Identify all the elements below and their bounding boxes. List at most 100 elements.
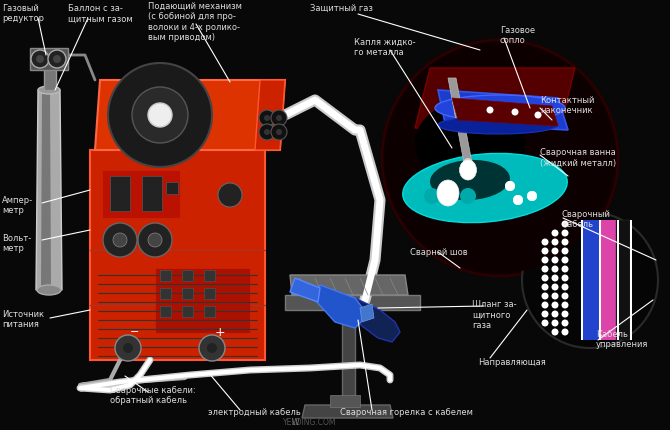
Circle shape bbox=[53, 55, 61, 63]
Circle shape bbox=[551, 292, 559, 300]
Polygon shape bbox=[315, 285, 368, 328]
FancyBboxPatch shape bbox=[160, 288, 171, 299]
Text: Сварочная горелка с кабелем: Сварочная горелка с кабелем bbox=[340, 408, 473, 417]
Circle shape bbox=[513, 195, 523, 205]
Circle shape bbox=[424, 188, 440, 204]
FancyBboxPatch shape bbox=[599, 220, 601, 340]
Circle shape bbox=[541, 239, 549, 246]
Text: Шланг за-
щитного
газа: Шланг за- щитного газа bbox=[472, 300, 517, 330]
Circle shape bbox=[551, 248, 559, 255]
Polygon shape bbox=[255, 80, 285, 150]
Polygon shape bbox=[452, 98, 558, 126]
Circle shape bbox=[535, 111, 541, 119]
Circle shape bbox=[385, 43, 615, 273]
Circle shape bbox=[103, 223, 137, 257]
Circle shape bbox=[382, 40, 618, 276]
Text: YELDING.COM: YELDING.COM bbox=[283, 418, 337, 427]
Text: Источник
питания: Источник питания bbox=[2, 310, 44, 329]
Text: +: + bbox=[214, 326, 225, 338]
Circle shape bbox=[561, 221, 569, 227]
FancyBboxPatch shape bbox=[616, 220, 630, 340]
Ellipse shape bbox=[403, 154, 567, 223]
Ellipse shape bbox=[460, 160, 476, 180]
Ellipse shape bbox=[437, 180, 459, 206]
Circle shape bbox=[561, 265, 569, 273]
Circle shape bbox=[259, 110, 275, 126]
Text: Направляющая: Направляющая bbox=[478, 358, 546, 367]
Circle shape bbox=[551, 274, 559, 282]
Circle shape bbox=[207, 343, 217, 353]
Circle shape bbox=[551, 257, 559, 264]
Text: электродный кабель: электродный кабель bbox=[208, 408, 301, 417]
Circle shape bbox=[31, 50, 49, 68]
FancyBboxPatch shape bbox=[102, 170, 180, 218]
Circle shape bbox=[505, 181, 515, 191]
Circle shape bbox=[463, 158, 473, 168]
Circle shape bbox=[259, 124, 275, 140]
Circle shape bbox=[541, 319, 549, 326]
Ellipse shape bbox=[435, 95, 565, 121]
Circle shape bbox=[551, 319, 559, 326]
FancyBboxPatch shape bbox=[600, 220, 616, 340]
FancyBboxPatch shape bbox=[204, 306, 215, 317]
FancyBboxPatch shape bbox=[204, 288, 215, 299]
Polygon shape bbox=[290, 278, 320, 302]
Circle shape bbox=[561, 239, 569, 246]
Circle shape bbox=[527, 191, 537, 201]
Polygon shape bbox=[360, 304, 374, 322]
Circle shape bbox=[561, 257, 569, 264]
FancyBboxPatch shape bbox=[44, 68, 56, 90]
Circle shape bbox=[148, 233, 162, 247]
Circle shape bbox=[541, 257, 549, 264]
Circle shape bbox=[486, 107, 494, 114]
Text: −: − bbox=[130, 327, 139, 337]
Text: W: W bbox=[292, 418, 299, 427]
Text: Баллон с за-
щитным газом: Баллон с за- щитным газом bbox=[68, 4, 133, 23]
FancyBboxPatch shape bbox=[155, 268, 250, 333]
Circle shape bbox=[108, 63, 212, 167]
Circle shape bbox=[513, 195, 523, 205]
Polygon shape bbox=[302, 405, 393, 418]
Ellipse shape bbox=[438, 116, 558, 134]
Circle shape bbox=[551, 283, 559, 291]
Circle shape bbox=[561, 319, 569, 326]
Circle shape bbox=[460, 188, 476, 204]
FancyBboxPatch shape bbox=[581, 220, 583, 340]
Circle shape bbox=[115, 335, 141, 361]
Circle shape bbox=[551, 230, 559, 236]
Circle shape bbox=[522, 212, 658, 348]
Text: Сварочная ванна
(жидкий металл): Сварочная ванна (жидкий металл) bbox=[540, 148, 616, 167]
Circle shape bbox=[218, 183, 242, 207]
FancyBboxPatch shape bbox=[330, 395, 360, 407]
Circle shape bbox=[541, 283, 549, 291]
Polygon shape bbox=[95, 80, 285, 150]
Circle shape bbox=[123, 343, 133, 353]
Circle shape bbox=[148, 103, 172, 127]
Circle shape bbox=[264, 115, 270, 121]
Polygon shape bbox=[448, 78, 472, 163]
Ellipse shape bbox=[37, 285, 61, 295]
Polygon shape bbox=[41, 92, 51, 288]
FancyBboxPatch shape bbox=[182, 306, 193, 317]
Circle shape bbox=[561, 283, 569, 291]
Circle shape bbox=[271, 124, 287, 140]
Polygon shape bbox=[90, 150, 265, 360]
Circle shape bbox=[541, 310, 549, 317]
Circle shape bbox=[276, 129, 282, 135]
Text: Контактный
наконечник: Контактный наконечник bbox=[540, 96, 594, 115]
FancyBboxPatch shape bbox=[182, 270, 193, 281]
Circle shape bbox=[36, 55, 44, 63]
Circle shape bbox=[276, 115, 282, 121]
Circle shape bbox=[561, 248, 569, 255]
Circle shape bbox=[551, 301, 559, 308]
FancyBboxPatch shape bbox=[160, 270, 171, 281]
Circle shape bbox=[511, 108, 519, 116]
Circle shape bbox=[561, 301, 569, 308]
Circle shape bbox=[541, 248, 549, 255]
Circle shape bbox=[561, 230, 569, 236]
Circle shape bbox=[113, 233, 127, 247]
Circle shape bbox=[138, 223, 172, 257]
Circle shape bbox=[442, 188, 458, 204]
FancyBboxPatch shape bbox=[142, 176, 162, 211]
Text: Защитный газ: Защитный газ bbox=[310, 4, 373, 13]
